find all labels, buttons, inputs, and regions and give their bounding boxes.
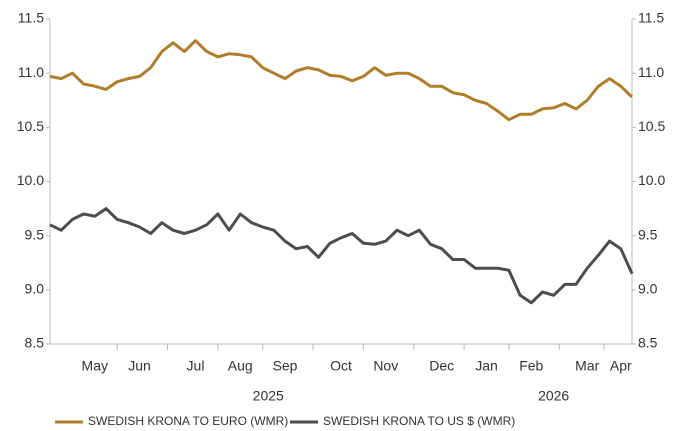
y-tick-label: 9.0: [25, 281, 45, 297]
y-tick-label: 10.5: [17, 118, 44, 134]
year-label: 2025: [253, 388, 284, 404]
x-tick-label: Aug: [228, 358, 253, 374]
x-tick-label: Jan: [475, 358, 498, 374]
x-tick-label: Nov: [373, 358, 398, 374]
year-label: 2026: [538, 388, 569, 404]
x-tick-label: Dec: [429, 358, 454, 374]
y2-tick-label: 9.5: [638, 226, 658, 242]
y-tick-label: 11.0: [18, 64, 44, 80]
x-tick-label: Sep: [273, 358, 298, 374]
x-tick-label: Feb: [519, 358, 543, 374]
y-tick-label: 11.5: [18, 10, 44, 26]
y-tick-label: 9.5: [25, 226, 45, 242]
series-line: [49, 207, 634, 305]
y2-tick-label: 8.5: [638, 335, 658, 351]
x-tick-label: Mar: [575, 358, 599, 374]
x-tick-label: May: [82, 358, 108, 374]
y2-tick-label: 10.0: [638, 172, 665, 188]
y-tick-label: 8.5: [25, 335, 45, 351]
x-tick-label: Jun: [128, 358, 151, 374]
x-tick-label: Apr: [610, 358, 632, 374]
legend-text: SWEDISH KRONA TO EURO (WMR): [88, 414, 288, 428]
x-tick-label: Jul: [187, 358, 205, 374]
y2-tick-label: 9.0: [638, 281, 658, 297]
y2-tick-label: 11.0: [638, 64, 664, 80]
y2-tick-label: 10.5: [638, 118, 665, 134]
series-line: [49, 39, 634, 122]
y-tick-label: 10.0: [17, 172, 44, 188]
x-tick-label: Oct: [330, 358, 352, 374]
y2-tick-label: 11.5: [638, 10, 664, 26]
legend-text: SWEDISH KRONA TO US $ (WMR): [323, 414, 515, 428]
